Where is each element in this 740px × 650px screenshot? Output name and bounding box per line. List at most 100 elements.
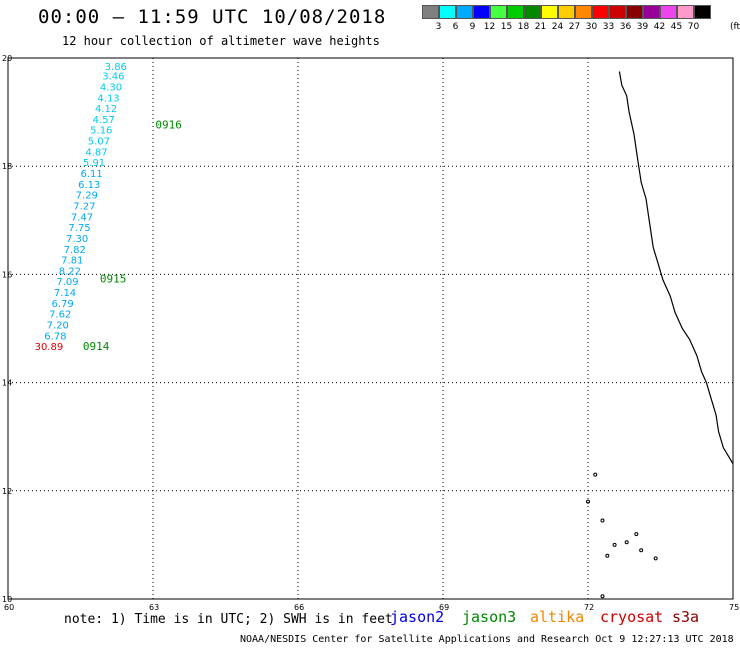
legend-swatch [524, 5, 541, 19]
y-tick-label: 18 [2, 162, 12, 171]
map-title: 00:00 – 11:59 UTC 10/08/2018 [38, 6, 387, 28]
island [612, 542, 617, 547]
wave-height-label: 5.91 [83, 158, 105, 169]
legend-swatch [422, 5, 439, 19]
legend-labels: 3 6 9 12 15 18 21 24 27 30 33 36 39 42 45 70 [422, 22, 702, 32]
x-tick-label: 66 [294, 603, 304, 612]
legend-label: 36 [619, 22, 632, 32]
color-legend [422, 5, 711, 19]
wave-height-label: 5.07 [88, 137, 110, 148]
wave-height-label: 7.29 [76, 191, 98, 202]
y-tick-label: 14 [2, 379, 12, 388]
legend-label: 6 [452, 22, 459, 32]
legend-swatch [660, 5, 677, 19]
wave-height-label: 30.89 [35, 342, 64, 353]
island [586, 499, 590, 504]
legend-swatch [490, 5, 507, 19]
wave-height-label: 7.82 [64, 245, 86, 256]
legend-label: 21 [534, 22, 547, 32]
wave-height-label: 7.62 [49, 310, 71, 321]
y-tick-label: 16 [2, 270, 12, 279]
x-tick-label: 60 [4, 603, 14, 612]
wave-height-label: 3.46 [102, 72, 124, 83]
satellite-jason2: jason2 [390, 608, 445, 626]
wave-height-label: 7.27 [73, 201, 95, 212]
legend-label: 39 [636, 22, 649, 32]
wave-height-label: 6.13 [78, 180, 100, 191]
wave-height-label: 6.78 [44, 331, 66, 342]
island [600, 518, 605, 523]
satellite-cryosat: cryosat [600, 608, 664, 626]
legend-swatch [609, 5, 626, 19]
wave-height-label: 5.16 [90, 126, 112, 137]
legend-label: 15 [500, 22, 513, 32]
map-frame [7, 57, 734, 600]
legend-label: 33 [602, 22, 615, 32]
legend-label: 45 [670, 22, 683, 32]
legend-swatch [439, 5, 456, 19]
legend-swatch [694, 5, 711, 19]
legend-swatch [507, 5, 524, 19]
legend-swatch [456, 5, 473, 19]
pass-time-label: 0916 [155, 118, 182, 131]
legend-swatch [643, 5, 660, 19]
island [624, 540, 629, 545]
wave-height-label: 8.22 [59, 266, 81, 277]
wave-height-label: 6.11 [81, 169, 103, 180]
island [653, 556, 658, 561]
map-subtitle: 12 hour collection of altimeter wave hei… [62, 34, 380, 48]
y-tick-label: 20 [2, 54, 12, 63]
x-tick-label: 75 [729, 603, 739, 612]
wave-height-label: 4.30 [100, 82, 122, 93]
island [605, 553, 610, 558]
wave-height-label: 7.09 [56, 277, 78, 288]
satellite-altika: altika [530, 608, 585, 626]
pass-time-label: 0915 [100, 273, 127, 286]
wave-height-label: 7.47 [71, 212, 93, 223]
legend-label: 24 [551, 22, 564, 32]
legend-swatch [558, 5, 575, 19]
pass-time-label: 0914 [83, 340, 110, 353]
legend-label: 12 [483, 22, 496, 32]
satellite-s3a: s3a [672, 608, 700, 626]
legend-label: 27 [568, 22, 581, 32]
legend-unit: (ft) [730, 22, 740, 32]
legend-label: 9 [469, 22, 476, 32]
wave-height-label: 7.30 [66, 234, 88, 245]
island [639, 548, 644, 553]
wave-height-label: 7.75 [68, 223, 90, 234]
x-tick-label: 69 [439, 603, 449, 612]
legend-label: 42 [653, 22, 666, 32]
legend-swatch [592, 5, 609, 19]
legend-label: 3 [435, 22, 442, 32]
legend-label: 70 [687, 22, 700, 32]
coastline [618, 71, 734, 465]
island [634, 532, 639, 537]
credit-line: NOAA/NESDIS Center for Satellite Applica… [240, 634, 734, 645]
wave-height-label: 7.81 [61, 256, 83, 267]
legend-label: 18 [517, 22, 530, 32]
legend-label: 30 [585, 22, 598, 32]
legend-swatch [473, 5, 490, 19]
legend-swatch [626, 5, 643, 19]
wave-height-label: 4.12 [95, 104, 117, 115]
wave-height-label: 3.86 [105, 62, 127, 73]
x-tick-label: 63 [149, 603, 159, 612]
wave-height-label: 4.13 [97, 93, 119, 104]
x-tick-label: 72 [584, 603, 594, 612]
legend-swatch [575, 5, 592, 19]
y-tick-label: 10 [2, 595, 12, 604]
wave-height-label: 4.57 [93, 115, 115, 126]
wave-height-label: 7.14 [54, 288, 76, 299]
island [600, 594, 605, 599]
legend-swatch [677, 5, 694, 19]
wave-height-label: 4.87 [85, 147, 107, 158]
wave-height-label: 7.20 [47, 321, 69, 332]
note-text: note: 1) Time is in UTC; 2) SWH is in fe… [64, 612, 393, 627]
legend-swatch [541, 5, 558, 19]
wave-height-label: 6.79 [52, 299, 74, 310]
satellite-jason3: jason3 [462, 608, 517, 626]
y-tick-label: 12 [2, 487, 12, 496]
island [593, 472, 598, 477]
